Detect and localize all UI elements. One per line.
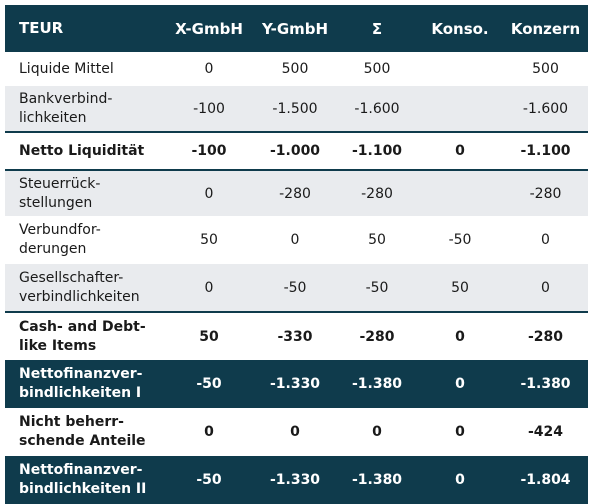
header-teur: TEUR: [19, 19, 64, 37]
table-header-row: TEUR X-GmbH Y-GmbH Σ Konso. Konzern: [5, 5, 588, 52]
cell-x-gmbh: 50: [200, 232, 218, 248]
table-row: Verbundfor-derungen 50 0 50 -50 0: [5, 216, 588, 264]
financial-table: TEUR X-GmbH Y-GmbH Σ Konso. Konzern Liqu…: [5, 5, 588, 504]
row-label: Nicht beherr-schende Anteile: [19, 414, 146, 449]
table-row: Nettofinanzver-bindlichkeiten I -50 -1.3…: [5, 360, 588, 408]
row-label: Steuerrück-stellungen: [5, 169, 165, 216]
header-y-gmbh: Y-GmbH: [261, 19, 329, 38]
cell-konzern: 0: [541, 279, 550, 296]
table-row: Nicht beherr-schende Anteile 0 0 0 0 -42…: [5, 408, 588, 456]
row-label: Nettofinanzver-bindlichkeiten I: [19, 366, 143, 401]
cell-y-gmbh: -1.330: [269, 376, 321, 392]
row-label: Verbundfor-derungen: [19, 222, 101, 257]
row-label: Liquide Mittel: [19, 60, 114, 77]
row-label: Netto Liquidität: [5, 131, 165, 170]
cell-sum: -280: [337, 169, 417, 216]
cell-konzern: -280: [503, 311, 588, 360]
cell-konzern: -1.600: [522, 100, 569, 117]
table-row: Nettofinanzver-bindlichkeiten II -50 -1.…: [5, 456, 588, 504]
cell-y-gmbh: -50: [283, 279, 307, 296]
cell-konso: 0: [417, 131, 503, 170]
cell-x-gmbh: 0: [165, 169, 253, 216]
cell-x-gmbh: -50: [196, 472, 222, 488]
cell-x-gmbh: 0: [204, 279, 214, 296]
cell-konzern: 0: [541, 232, 550, 248]
cell-konso: [417, 86, 503, 132]
cell-x-gmbh: 0: [204, 61, 214, 77]
cell-y-gmbh: -330: [253, 311, 337, 360]
row-label: Cash- and Debt-like Items: [5, 311, 165, 360]
cell-sum: 500: [363, 61, 391, 77]
header-konso: Konso.: [431, 19, 489, 38]
cell-konso: [417, 169, 503, 216]
cell-konso: [417, 52, 503, 86]
header-x-gmbh: X-GmbH: [175, 19, 243, 38]
cell-y-gmbh: -1.000: [253, 131, 337, 170]
cell-x-gmbh: 0: [204, 424, 214, 440]
cell-konzern: -1.100: [503, 131, 588, 170]
cell-sum: -50: [365, 279, 389, 296]
cell-x-gmbh: -50: [196, 376, 222, 392]
row-label: Gesellschafter-verbindlichkeiten: [19, 269, 140, 305]
cell-konso: 0: [455, 424, 465, 440]
cell-x-gmbh: -100: [193, 100, 225, 117]
cell-sum: -1.100: [337, 131, 417, 170]
cell-konzern: -280: [503, 169, 588, 216]
cell-konso: 0: [455, 472, 465, 488]
cell-x-gmbh: -100: [165, 131, 253, 170]
cell-y-gmbh: 500: [281, 61, 309, 77]
cell-konso: 50: [451, 279, 469, 296]
cell-y-gmbh: 0: [290, 424, 300, 440]
cell-sum: -280: [337, 311, 417, 360]
cell-sum: -1.380: [351, 376, 403, 392]
cell-konso: 0: [417, 311, 503, 360]
cell-y-gmbh: -1.500: [272, 100, 318, 117]
table-row: Cash- and Debt-like Items 50 -330 -280 0…: [5, 311, 588, 360]
cell-sum: -1.600: [354, 100, 400, 117]
table-row: Liquide Mittel 0 500 500 500: [5, 52, 588, 86]
cell-y-gmbh: -1.330: [269, 472, 321, 488]
cell-x-gmbh: 50: [165, 311, 253, 360]
cell-konzern: -1.804: [520, 472, 571, 488]
row-label: Bankverbind-lichkeiten: [19, 90, 113, 126]
cell-sum: 50: [368, 232, 386, 248]
cell-konzern: 500: [532, 61, 559, 77]
table-row: Netto Liquidität -100 -1.000 -1.100 0 -1…: [5, 131, 588, 170]
row-label: Nettofinanzver-bindlichkeiten II: [19, 462, 147, 497]
table-row: Steuerrück-stellungen 0 -280 -280 -280: [5, 169, 588, 216]
table-row: Bankverbind-lichkeiten -100 -1.500 -1.60…: [5, 86, 588, 132]
cell-konso: -50: [448, 232, 472, 248]
cell-y-gmbh: 0: [290, 232, 300, 248]
cell-konso: 0: [455, 376, 465, 392]
cell-sum: 0: [372, 424, 382, 440]
header-konzern: Konzern: [510, 19, 581, 38]
table-row: Gesellschafter-verbindlichkeiten 0 -50 -…: [5, 264, 588, 312]
cell-sum: -1.380: [351, 472, 403, 488]
cell-y-gmbh: -280: [253, 169, 337, 216]
cell-konzern: -1.380: [520, 376, 571, 392]
cell-konzern: -424: [527, 424, 564, 440]
header-sum: Σ: [371, 19, 383, 38]
